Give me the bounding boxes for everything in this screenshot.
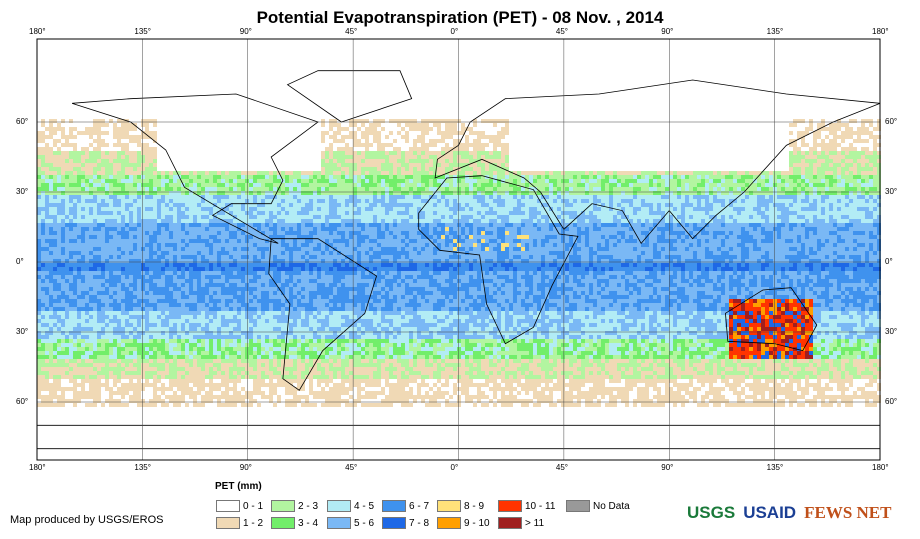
lat-tick-right: 30° bbox=[885, 187, 898, 196]
legend-item: 3 - 4 bbox=[271, 517, 318, 529]
usaid-logo: USAID bbox=[743, 503, 797, 522]
lon-tick-bottom: 45° bbox=[345, 463, 358, 472]
legend-label: No Data bbox=[593, 500, 630, 512]
legend-item: 0 - 1 bbox=[216, 500, 263, 512]
legend-item: 5 - 6 bbox=[327, 517, 374, 529]
legend-item: 2 - 3 bbox=[271, 500, 318, 512]
credit-text: Map produced by USGS/EROS bbox=[10, 514, 164, 526]
lat-tick-left: 30° bbox=[16, 327, 29, 336]
lat-tick-left: 30° bbox=[16, 187, 29, 196]
lat-tick-right: 60° bbox=[885, 397, 898, 406]
lon-tick-top: 180° bbox=[29, 27, 46, 36]
legend-item: 4 - 5 bbox=[327, 500, 374, 512]
legend-swatch bbox=[327, 500, 351, 512]
legend-item: 6 - 7 bbox=[382, 500, 429, 512]
legend-label: > 11 bbox=[525, 517, 544, 529]
legend-item: 1 - 2 bbox=[216, 517, 263, 529]
legend-swatch bbox=[382, 517, 406, 529]
legend-item: 7 - 8 bbox=[382, 517, 429, 529]
legend-swatch bbox=[382, 500, 406, 512]
legend-label: 8 - 9 bbox=[464, 500, 485, 512]
lon-tick-bottom: 180° bbox=[872, 463, 889, 472]
lon-tick-bottom: 180° bbox=[29, 463, 46, 472]
lon-tick-top: 180° bbox=[872, 27, 889, 36]
lon-tick-bottom: 0° bbox=[450, 463, 459, 472]
lon-tick-bottom: 135° bbox=[766, 463, 784, 472]
lat-tick-right: 30° bbox=[885, 327, 898, 336]
legend-swatch bbox=[566, 500, 590, 512]
legend-label: 7 - 8 bbox=[409, 517, 430, 529]
legend-item: 8 - 9 bbox=[437, 500, 484, 512]
legend-swatch bbox=[437, 500, 461, 512]
legend-swatch bbox=[216, 517, 240, 529]
legend-item: > 11 bbox=[498, 517, 544, 529]
legend-label: 6 - 7 bbox=[409, 500, 430, 512]
legend-item: No Data bbox=[566, 500, 630, 512]
lat-tick-left: 60° bbox=[16, 117, 29, 126]
fewsnet-logo: FEWS NET bbox=[804, 503, 892, 522]
legend-title: PET (mm) bbox=[215, 481, 262, 492]
legend-item: 10 - 11 bbox=[498, 500, 555, 512]
legend-label: 1 - 2 bbox=[243, 517, 264, 529]
legend-item: 9 - 10 bbox=[437, 517, 490, 529]
lon-tick-bottom: 90° bbox=[239, 463, 252, 472]
logos: USGS USAID FEWS NET bbox=[687, 503, 891, 523]
usgs-logo: USGS bbox=[687, 503, 736, 522]
legend-label: 3 - 4 bbox=[298, 517, 319, 529]
legend-label: 9 - 10 bbox=[464, 517, 490, 529]
lon-tick-top: 0° bbox=[450, 27, 459, 36]
map-frame bbox=[36, 38, 881, 461]
legend-label: 10 - 11 bbox=[525, 500, 556, 512]
lon-tick-bottom: 90° bbox=[661, 463, 674, 472]
legend-swatch bbox=[271, 517, 295, 529]
lon-tick-bottom: 45° bbox=[555, 463, 568, 472]
pet-raster bbox=[37, 119, 881, 407]
legend-swatch bbox=[271, 500, 295, 512]
lon-tick-top: 45° bbox=[345, 27, 358, 36]
lon-tick-top: 90° bbox=[239, 27, 252, 36]
legend-swatch bbox=[498, 500, 522, 512]
legend-label: 4 - 5 bbox=[354, 500, 375, 512]
legend-label: 2 - 3 bbox=[298, 500, 319, 512]
lon-tick-top: 90° bbox=[661, 27, 674, 36]
graticule bbox=[37, 39, 880, 460]
lon-tick-bottom: 135° bbox=[134, 463, 151, 472]
legend-label: 0 - 1 bbox=[243, 500, 264, 512]
lat-tick-left: 0° bbox=[16, 257, 24, 266]
lat-tick-right: 60° bbox=[885, 117, 898, 126]
legend-label: 5 - 6 bbox=[354, 517, 375, 529]
legend-swatch bbox=[437, 517, 461, 529]
map-title: Potential Evapotranspiration (PET) - 08 … bbox=[256, 8, 664, 27]
lon-tick-top: 45° bbox=[555, 27, 568, 36]
lat-tick-right: 0° bbox=[885, 257, 893, 266]
lon-tick-top: 135° bbox=[134, 27, 151, 36]
lon-tick-top: 135° bbox=[766, 27, 784, 36]
legend-swatch bbox=[498, 517, 522, 529]
lat-tick-left: 60° bbox=[16, 397, 29, 406]
legend-swatch bbox=[327, 517, 351, 529]
legend-swatch bbox=[216, 500, 240, 512]
